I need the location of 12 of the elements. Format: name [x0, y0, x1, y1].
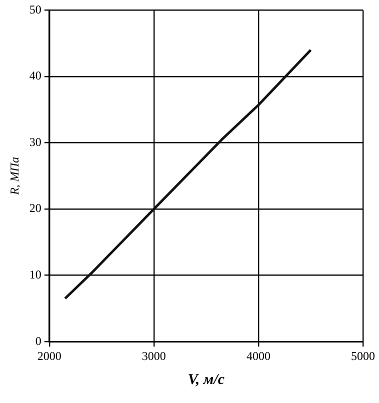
y-tick-label: 20: [29, 201, 42, 216]
x-axis-title: V, м/с: [188, 372, 225, 388]
x-tick-label: 5000: [351, 348, 375, 363]
y-tick-label: 10: [29, 267, 42, 282]
y-tick-label: 0: [35, 334, 42, 348]
x-tick-label: 3000: [142, 348, 166, 363]
y-tick-label: 30: [29, 134, 42, 149]
x-tick-label: 4000: [246, 348, 270, 363]
y-axis-title: R, МПа: [7, 156, 22, 196]
x-tick-label: 2000: [37, 348, 62, 363]
y-tick-label: 50: [29, 2, 42, 16]
y-tick-label: 40: [29, 68, 42, 83]
